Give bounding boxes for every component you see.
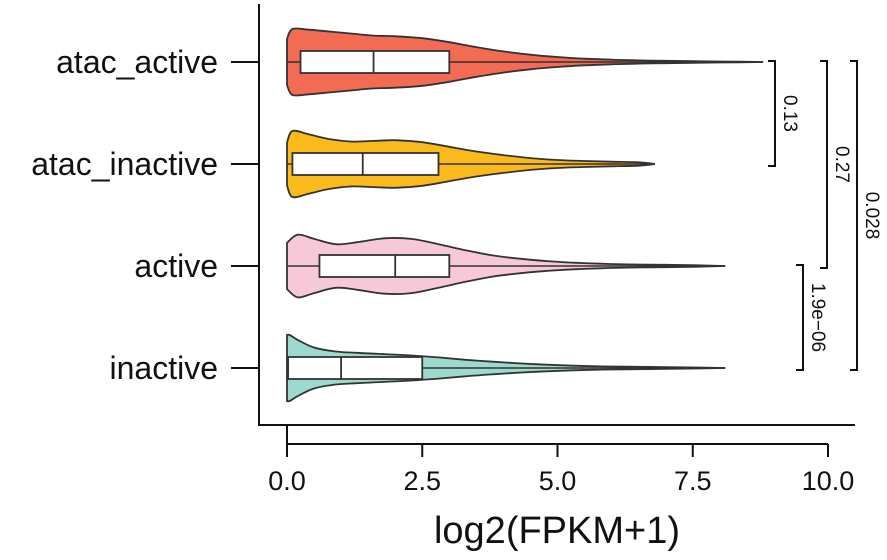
box-atac-inactive: [291, 152, 440, 176]
category-label-atac-inactive: atac_inactive: [31, 146, 218, 182]
x-ticks: 0.0 2.5 5.0 7.5 10.0: [268, 444, 854, 496]
violins: [286, 27, 764, 403]
category-label-active: active: [134, 248, 218, 284]
x-axis-line: [286, 425, 828, 445]
significance-bracket: [768, 60, 776, 167]
significance-brackets: 0.13 0.27 1.9e−06 0.028: [768, 60, 882, 371]
x-tick-label: 10.0: [802, 466, 855, 496]
significance-bracket: [820, 60, 828, 269]
x-tick-label: 2.5: [403, 466, 441, 496]
p-value-label: 0.13: [779, 95, 800, 132]
p-value-label: 1.9e−06: [807, 283, 828, 352]
x-axis-title: log2(FPKM+1): [434, 510, 680, 552]
p-value-label: 0.028: [861, 192, 882, 240]
p-value-label: 0.27: [831, 146, 852, 183]
x-tick-label: 5.0: [539, 466, 577, 496]
significance-bracket: [850, 60, 858, 371]
significance-bracket: [796, 264, 804, 371]
x-tick-label: 7.5: [674, 466, 712, 496]
box-active: [318, 254, 451, 278]
category-label-atac-active: atac_active: [56, 44, 218, 80]
x-tick-label: 0.0: [268, 466, 306, 496]
category-label-inactive: inactive: [110, 350, 219, 386]
box-inactive: [287, 356, 424, 380]
box-atac-active: [299, 50, 451, 74]
y-axis-line: [258, 4, 855, 426]
